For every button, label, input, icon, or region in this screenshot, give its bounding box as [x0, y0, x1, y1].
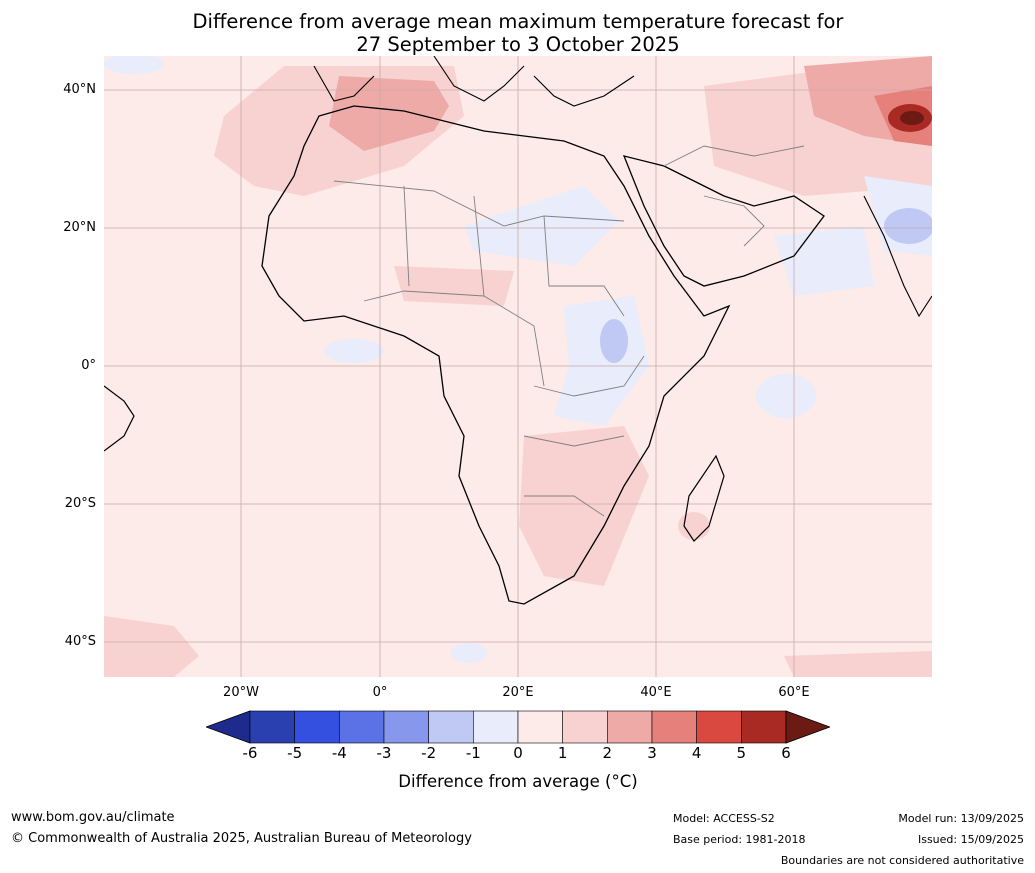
- colorbar-tick-label: 6: [781, 744, 791, 762]
- colorbar-extend-low: [206, 710, 251, 744]
- lat-label-40n: 40°N: [63, 82, 96, 97]
- colorbar-extend-high: [785, 710, 830, 744]
- colorbar-tick-label: 4: [691, 744, 702, 762]
- madagascar-coastline: [683, 454, 725, 542]
- lat-label-20n: 20°N: [63, 220, 96, 235]
- colorbar-segment: [473, 710, 519, 744]
- anomaly-region-south-atlantic: [104, 616, 199, 677]
- arabia-coastline: [622, 155, 825, 287]
- graticule: [104, 56, 932, 677]
- colorbar-segment: [562, 710, 608, 744]
- anomaly-region-arabian-sea-cool: [774, 226, 874, 296]
- colorbar-segment: [383, 710, 429, 744]
- anomaly-region-india-cool-core: [884, 208, 932, 244]
- colorbar-tick-label: -5: [287, 744, 303, 762]
- colorbar-tick-label: -4: [331, 744, 347, 762]
- colorbar-tick-label: -1: [465, 744, 481, 762]
- colorbar-segment: [607, 710, 653, 744]
- colorbar-segment: [517, 710, 563, 744]
- model-run-date: Model run: 13/09/2025: [898, 812, 1024, 825]
- anomaly-region-sudan-cool: [464, 186, 619, 266]
- lat-label-20s: 20°S: [64, 496, 96, 511]
- anomaly-region-madagascar: [678, 512, 710, 540]
- anomaly-region-atlantic-cool: [104, 56, 164, 74]
- colorbar-tick-label: 0: [513, 744, 523, 762]
- lon-label-20w: 20°W: [223, 685, 259, 700]
- colorbar-tick-label: 3: [647, 744, 657, 762]
- colorbar-segment: [294, 710, 340, 744]
- website-link[interactable]: www.bom.gov.au/climate: [11, 810, 175, 825]
- colorbar-segment: [741, 710, 787, 744]
- europe-coastline: [313, 56, 635, 107]
- issued-date: Issued: 15/09/2025: [917, 833, 1024, 846]
- colorbar-segment: [249, 710, 295, 744]
- south-america-coastline: [104, 385, 135, 452]
- title-line-2: 27 September to 3 October 2025: [356, 33, 680, 56]
- base-period: Base period: 1981-2018: [673, 833, 806, 846]
- colorbar-segment: [696, 710, 742, 744]
- boundaries-disclaimer: Boundaries are not considered authoritat…: [780, 854, 1024, 867]
- colorbar-segment: [428, 710, 474, 744]
- anomaly-region-sahel: [394, 266, 514, 306]
- colorbar-tick-label: 5: [736, 744, 747, 762]
- lon-label-40e: 40°E: [640, 685, 672, 700]
- temperature-anomaly-map: [104, 56, 932, 677]
- colorbar-label: Difference from average (°C): [398, 772, 638, 791]
- lat-label-equator: 0°: [81, 358, 96, 373]
- lon-label-60e: 60°E: [778, 685, 810, 700]
- map-title: Difference from average mean maximum tem…: [104, 10, 932, 56]
- anomaly-region-indian-ocean-cool: [756, 374, 816, 418]
- copyright-text: © Commonwealth of Australia 2025, Austra…: [11, 831, 472, 846]
- anomaly-region-south-atlantic-cool: [451, 643, 487, 663]
- model-name: Model: ACCESS-S2: [673, 812, 775, 825]
- colorbar-tick-label: 2: [602, 744, 613, 762]
- anomaly-region-south-ocean: [784, 651, 932, 677]
- anomaly-region-southern-africa: [519, 426, 649, 586]
- anomaly-hotspot-core: [900, 111, 924, 125]
- lon-label-0: 0°: [372, 685, 388, 700]
- title-line-1: Difference from average mean maximum tem…: [192, 10, 844, 33]
- colorbar-tick-label: -6: [242, 744, 258, 762]
- colorbar: [206, 710, 830, 744]
- anomaly-region-lake-victoria-cool: [600, 319, 628, 363]
- colorbar-tick-label: 1: [557, 744, 568, 762]
- anomaly-region-gulf-guinea-cool: [324, 339, 384, 363]
- lon-label-20e: 20°E: [502, 685, 534, 700]
- colorbar-tick-label: -2: [421, 744, 437, 762]
- lat-label-40s: 40°S: [64, 634, 96, 649]
- colorbar-segment: [339, 710, 385, 744]
- colorbar-tick-label: -3: [376, 744, 392, 762]
- africa-coastline: [261, 105, 731, 605]
- india-coastline: [863, 195, 932, 318]
- country-borders: [333, 145, 805, 517]
- colorbar-segment: [651, 710, 697, 744]
- anomaly-region-atlas: [329, 76, 449, 151]
